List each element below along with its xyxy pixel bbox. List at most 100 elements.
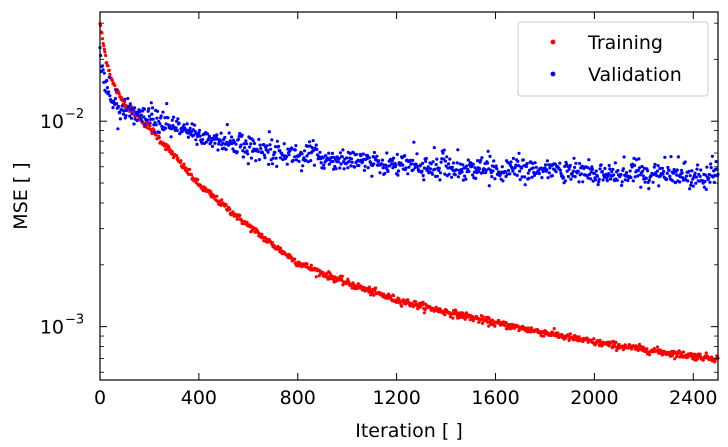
- data-point-validation: [243, 146, 247, 150]
- data-point-validation: [188, 126, 192, 130]
- data-point-validation: [605, 179, 610, 183]
- data-point-validation: [628, 169, 632, 173]
- data-point-validation: [333, 157, 338, 161]
- data-point-validation: [182, 123, 186, 127]
- data-point-validation: [140, 119, 144, 123]
- data-point-validation: [517, 151, 521, 155]
- data-point-validation: [694, 175, 699, 179]
- data-point-training: [406, 298, 410, 302]
- data-point-validation: [431, 160, 435, 164]
- data-point-validation: [540, 176, 544, 180]
- data-point-validation: [366, 166, 370, 170]
- data-point-validation: [334, 167, 338, 171]
- data-point-validation: [324, 154, 328, 158]
- data-point-training: [171, 156, 176, 160]
- data-point-validation: [501, 179, 505, 183]
- data-point-validation: [257, 137, 261, 141]
- data-point-validation: [159, 114, 163, 118]
- data-point-validation: [591, 179, 595, 183]
- data-point-validation: [170, 127, 174, 131]
- data-point-validation: [192, 133, 196, 137]
- data-point-validation: [146, 118, 150, 122]
- data-point-validation: [128, 102, 132, 106]
- data-point-training: [704, 351, 708, 355]
- x-tick-label: 400: [181, 387, 217, 409]
- data-point-validation: [380, 162, 384, 166]
- data-point-training: [493, 324, 497, 328]
- data-point-validation: [559, 171, 563, 175]
- data-point-validation: [547, 171, 551, 175]
- data-point-validation: [370, 174, 374, 178]
- data-point-validation: [238, 131, 242, 136]
- data-point-validation: [155, 116, 159, 120]
- data-point-validation: [300, 152, 304, 156]
- data-point-training: [120, 96, 124, 100]
- data-point-validation: [484, 168, 488, 172]
- data-point-validation: [655, 169, 660, 173]
- data-point-validation: [698, 174, 702, 178]
- data-point-validation: [277, 144, 281, 148]
- data-point-validation: [445, 155, 449, 159]
- data-point-validation: [480, 171, 485, 175]
- data-point-validation: [260, 150, 265, 155]
- data-point-validation: [116, 104, 121, 109]
- x-tick-label: 1200: [372, 387, 420, 409]
- data-point-training: [103, 50, 107, 54]
- data-point-validation: [456, 175, 460, 179]
- data-point-validation: [493, 177, 497, 181]
- data-point-validation: [273, 145, 278, 149]
- data-point-validation: [327, 162, 331, 166]
- data-point-validation: [581, 180, 585, 184]
- data-point-validation: [101, 68, 105, 72]
- y-tick-label-exponent: −2: [65, 107, 84, 122]
- data-point-validation: [193, 123, 197, 127]
- data-point-validation: [217, 142, 221, 146]
- data-point-validation: [234, 142, 238, 146]
- data-point-validation: [713, 173, 717, 177]
- data-point-training: [239, 218, 244, 222]
- data-point-validation: [396, 173, 400, 177]
- data-point-validation: [269, 147, 273, 151]
- data-point-validation: [357, 163, 361, 168]
- data-point-validation: [688, 187, 692, 191]
- data-point-validation: [244, 142, 249, 146]
- data-point-training: [102, 44, 106, 48]
- data-point-validation: [168, 124, 172, 128]
- data-point-validation: [306, 160, 310, 164]
- data-point-validation: [118, 117, 122, 121]
- data-point-validation: [612, 173, 616, 177]
- data-point-training: [340, 277, 344, 281]
- data-point-validation: [484, 171, 488, 175]
- data-point-validation: [147, 114, 151, 118]
- data-point-validation: [411, 158, 415, 162]
- data-point-validation: [407, 165, 411, 169]
- data-point-validation: [571, 169, 576, 173]
- data-point-validation: [420, 169, 424, 173]
- x-tick-label: 2400: [669, 387, 717, 409]
- data-point-validation: [671, 179, 675, 183]
- data-point-training: [367, 290, 371, 294]
- data-point-validation: [349, 157, 354, 161]
- data-point-validation: [198, 134, 202, 138]
- data-point-validation: [666, 165, 670, 170]
- data-point-validation: [249, 142, 253, 146]
- data-point-validation: [169, 135, 173, 139]
- data-point-validation: [600, 169, 605, 174]
- data-point-validation: [118, 111, 122, 115]
- data-point-validation: [318, 150, 322, 154]
- data-point-validation: [257, 158, 261, 162]
- data-point-validation: [142, 107, 147, 111]
- data-point-validation: [634, 158, 639, 162]
- data-point-validation: [166, 116, 170, 120]
- data-point-validation: [607, 172, 611, 176]
- data-point-validation: [678, 180, 682, 184]
- data-point-validation: [429, 167, 433, 171]
- data-point-validation: [421, 161, 425, 165]
- data-point-validation: [351, 151, 355, 155]
- data-point-validation: [294, 144, 298, 148]
- data-point-training: [448, 315, 452, 319]
- data-point-training: [340, 274, 344, 278]
- data-point-validation: [710, 154, 715, 158]
- data-point-validation: [455, 161, 459, 165]
- data-point-validation: [327, 151, 331, 155]
